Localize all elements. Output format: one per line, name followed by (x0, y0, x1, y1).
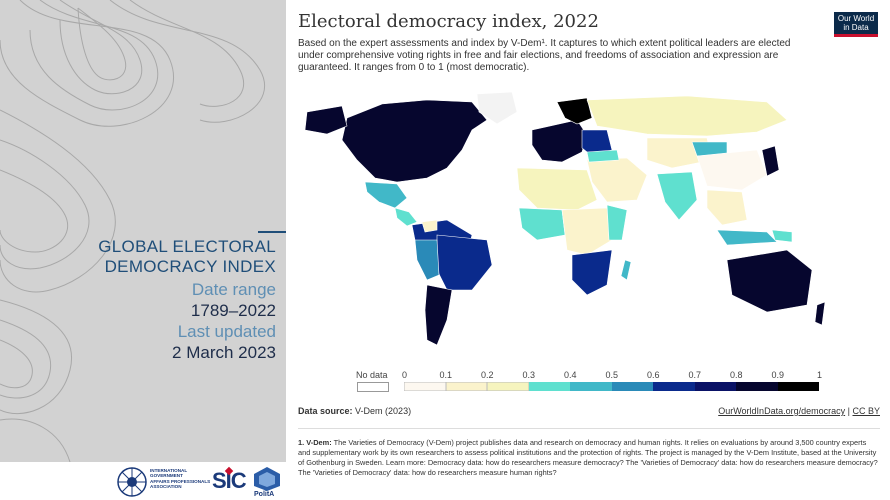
chart-panel: Electoral democracy index, 2022 Based on… (287, 0, 890, 500)
sidebar-title: GLOBAL ELECTORAL DEMOCRACY INDEX (98, 237, 276, 278)
legend-tick-label: 0.3 (522, 370, 536, 380)
map-region-brazil (436, 234, 493, 291)
legend-swatch (487, 382, 529, 391)
legend-tick-label: 0.5 (605, 370, 619, 380)
map-region-japan-korea (761, 145, 780, 177)
data-source: Data source: V-Dem (2023) (298, 406, 411, 416)
chart-title: Electoral democracy index, 2022 (298, 11, 599, 32)
last-updated-label: Last updated (177, 322, 276, 341)
sidebar: GLOBAL ELECTORAL DEMOCRACY INDEX Date ra… (0, 0, 286, 500)
owid-democracy-link[interactable]: OurWorldInData.org/democracy (718, 406, 846, 416)
sidebar-title-line1: GLOBAL ELECTORAL (98, 237, 276, 256)
map-region-peru-bolivia (414, 239, 440, 281)
map-region-china (696, 149, 768, 191)
map-region-indonesia (716, 229, 778, 246)
legend-tick-label: 0.1 (439, 370, 453, 380)
map-region-north-america (341, 99, 488, 183)
map-region-southern-cone (424, 284, 453, 346)
map-region-southern-africa (571, 249, 613, 296)
last-updated-value: 2 March 2023 (172, 343, 276, 362)
legend-tick-label: 0.9 (771, 370, 785, 380)
partner-logos: INTERNATIONAL GOVERNMENT AFFAIRS PROFESS… (0, 462, 286, 500)
map-region-west-africa (518, 207, 566, 241)
map-region-western-europe (531, 119, 588, 163)
legend-no-data-swatch (357, 382, 389, 392)
source-links: OurWorldInData.org/democracy | CC BY (718, 406, 880, 416)
map-region-north-africa (516, 167, 598, 211)
map-region-mexico (364, 181, 408, 209)
footnote-label: 1. V-Dem: (298, 438, 332, 447)
polita-logo (254, 467, 280, 491)
map-region-new-zealand (814, 301, 826, 326)
map-region-venezuela (421, 219, 438, 233)
owid-logo[interactable]: Our World in Data (834, 12, 878, 37)
sidebar-title-line2: DEMOCRACY INDEX (104, 257, 276, 277)
legend-tick-label: 0.2 (481, 370, 494, 380)
map-region-central-africa (561, 207, 613, 256)
footnote: 1. V-Dem: The Varieties of Democracy (V-… (298, 438, 878, 478)
map-region-madagascar (620, 259, 632, 281)
map-region-central-america (394, 207, 418, 227)
map-region-middle-east (586, 157, 648, 203)
map-region-greenland (476, 91, 518, 125)
data-source-value: V-Dem (2023) (355, 406, 412, 416)
legend-no-data-label: No data (356, 370, 388, 380)
data-source-label: Data source: (298, 406, 353, 416)
legend-tick-label: 0.6 (647, 370, 660, 380)
legend-tick-label: 0.8 (730, 370, 743, 380)
legend-swatch (694, 382, 736, 391)
igapa-logo-text: INTERNATIONAL GOVERNMENT AFFAIRS PROFESS… (150, 468, 211, 490)
legend-swatch (736, 382, 778, 391)
legend-swatch (611, 382, 653, 391)
footnote-divider (298, 428, 880, 429)
legend-swatch (445, 382, 487, 391)
world-map[interactable] (287, 90, 890, 360)
date-range-value: 1789–2022 (190, 301, 276, 320)
legend-tick-label: 0.4 (564, 370, 577, 380)
legend-swatch (653, 382, 695, 391)
map-region-southeast-asia (706, 189, 748, 226)
legend-swatch (777, 382, 819, 391)
legend-swatch (528, 382, 570, 391)
topographic-contour-decoration (0, 0, 266, 462)
map-region-turkey (586, 149, 620, 163)
legend-tick-label: 1 (817, 370, 823, 380)
cc-by-link[interactable]: CC BY (852, 406, 880, 416)
footnote-text: The Varieties of Democracy (V-Dem) proje… (298, 438, 878, 477)
legend-swatch (404, 382, 446, 391)
title-accent-rule (258, 231, 286, 233)
map-region-east-africa (606, 204, 628, 241)
date-range-label: Date range (191, 280, 276, 299)
map-region-russia (586, 95, 788, 137)
map-region-scandinavia (556, 97, 593, 125)
legend-swatch (570, 382, 612, 391)
link-separator: | (847, 406, 850, 416)
map-region-australia (726, 249, 813, 313)
legend-tick-label: 0 (402, 370, 408, 380)
polita-logo-text: PolitA (254, 491, 275, 498)
map-region-alaska (304, 105, 348, 135)
map-region-india (656, 171, 698, 221)
igapa-logo (117, 467, 147, 497)
legend-tick-label: 0.7 (688, 370, 702, 380)
map-region-papua (771, 229, 793, 243)
chart-subtitle: Based on the expert assessments and inde… (298, 38, 791, 73)
